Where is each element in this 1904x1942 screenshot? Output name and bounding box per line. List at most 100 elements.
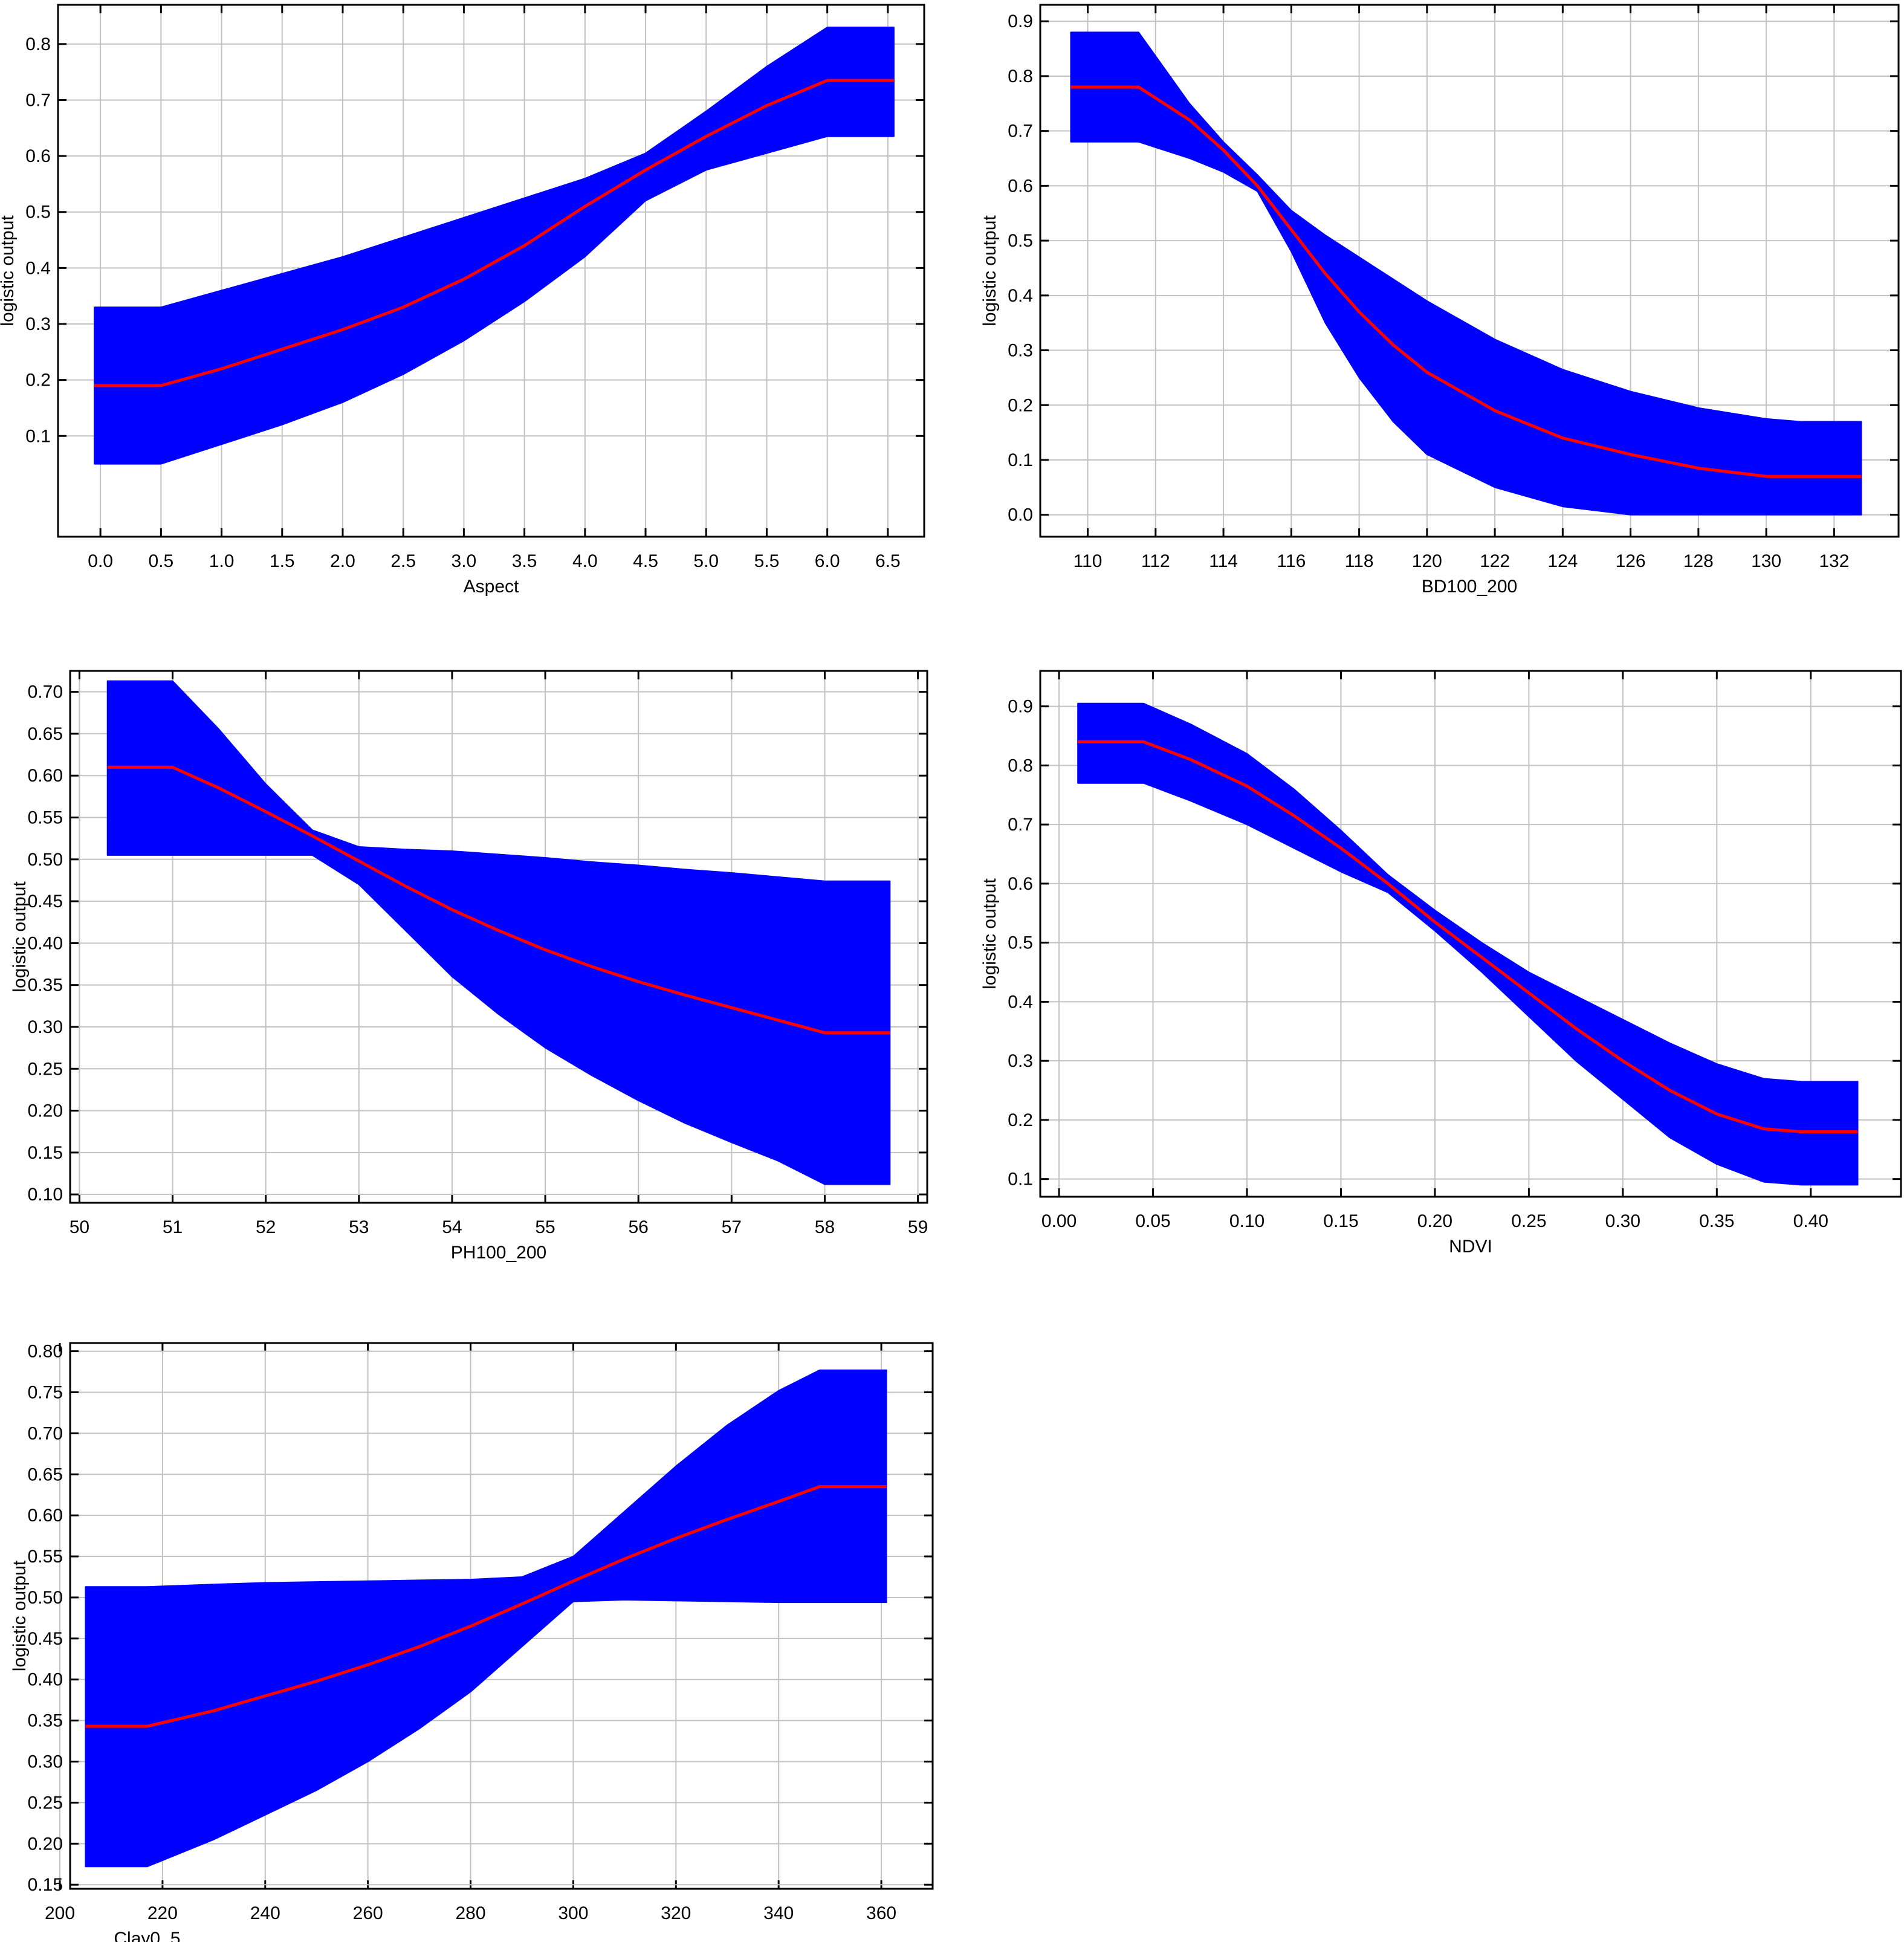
x-axis-label: BD100_200: [1422, 577, 1517, 597]
y-tick-label: 0.65: [28, 724, 63, 744]
plot-frame: [69, 1342, 934, 1890]
y-tick-label: 0.9: [1008, 697, 1033, 717]
response-curve: [1070, 85, 1862, 478]
x-tick-label: 3.0: [452, 551, 477, 571]
x-tick-label: 280: [456, 1903, 486, 1923]
y-tick-label: 0.30: [28, 1017, 63, 1037]
y-tick-label: 0.40: [28, 933, 63, 953]
y-tick-label: 0.2: [25, 371, 51, 390]
x-tick-label: 0.05: [1135, 1211, 1170, 1231]
y-tick-label: 0.7: [1008, 121, 1033, 141]
y-tick-label: 0.9: [1008, 11, 1033, 31]
x-axis-label: Aspect: [464, 577, 519, 597]
x-tick-label: 50: [70, 1217, 89, 1237]
y-tick-label: 0.25: [28, 1793, 63, 1813]
x-tick-label: 112: [1141, 551, 1170, 571]
x-tick-label: 55: [535, 1217, 555, 1237]
y-tick-label: 0.1: [1008, 450, 1033, 470]
y-tick-label: 0.35: [28, 1711, 63, 1731]
response-curve: [107, 765, 890, 1035]
y-tick-label: 0.60: [28, 1506, 63, 1526]
x-axis-label: PH100_200: [451, 1243, 546, 1263]
y-tick-label: 0.55: [28, 808, 63, 828]
x-tick-label: 120: [1412, 551, 1442, 571]
x-tick-label: 0.00: [1041, 1211, 1077, 1231]
y-tick-label: 0.20: [28, 1101, 63, 1121]
y-tick-label: 0.2: [1008, 395, 1033, 415]
y-tick-label: 0.3: [25, 314, 51, 334]
x-tick-label: 53: [349, 1217, 369, 1237]
y-tick-label: 0.4: [1008, 286, 1033, 306]
x-tick-label: 0.40: [1793, 1211, 1828, 1231]
confidence-band: [1077, 702, 1859, 1186]
x-tick-label: 51: [163, 1217, 183, 1237]
chart-panel-5: 200 220 240 260 280 300 320 340 360 0.15 0.20 0.25 0…: [10, 1342, 934, 1942]
x-tick-label: 0.20: [1417, 1211, 1452, 1231]
y-tick-label: 0.55: [28, 1547, 63, 1567]
x-tick-label: 56: [629, 1217, 649, 1237]
chart-panel-1: 0.0 0.5 1.0 1.5 2.0 2.5 3.0 3.5 4.0 4.5 5.0 5.5 6.0 6…: [0, 4, 925, 597]
x-tick-label: 320: [661, 1903, 691, 1923]
x-tick-label: 2.5: [390, 551, 416, 571]
response-curve: [94, 79, 894, 387]
y-tick-label: 0.15: [28, 1875, 63, 1895]
x-tick-label: 114: [1209, 551, 1238, 571]
x-tick-label: 132: [1819, 551, 1849, 571]
y-tick-label: 0.7: [1008, 815, 1033, 835]
y-tick-label: 0.8: [1008, 66, 1033, 86]
y-tick-label: 0.6: [25, 146, 51, 166]
y-tick-label: 0.1: [1008, 1170, 1033, 1189]
chart-panel-4: 0.00 0.05 0.10 0.15 0.20 0.25 0.30 0.35 0.40 0.1 0…: [980, 670, 1902, 1257]
x-tick-label: 0.5: [148, 551, 173, 571]
y-tick-label: 0.50: [28, 1588, 63, 1608]
response-curve: [1078, 740, 1858, 1133]
y-tick-label: 0.15: [28, 1143, 63, 1163]
x-tick-label: 2.0: [330, 551, 355, 571]
y-tick-label: 0.70: [28, 682, 63, 702]
x-tick-label: 6.5: [875, 551, 901, 571]
x-tick-label: 360: [866, 1903, 896, 1923]
y-tick-label: 0.4: [25, 258, 51, 278]
x-tick-label: 260: [353, 1903, 383, 1923]
chart-panel-3: 50 51 52 53 54 55 56 57 58 59 0.10 0.15 0.20 0.25 0.30…: [10, 670, 928, 1263]
x-axis-label: Clay0_5: [114, 1929, 180, 1942]
y-tick-label: 0.75: [28, 1382, 63, 1402]
plot-frame: [1039, 670, 1902, 1198]
plot-frame: [69, 670, 928, 1204]
x-tick-label: 0.35: [1699, 1211, 1734, 1231]
y-tick-label: 0.40: [28, 1670, 63, 1690]
x-tick-label: 220: [147, 1903, 178, 1923]
chart-panel-2: 110 112 114 116 118 120 122 124 126 128 130 132 0.0 0…: [980, 4, 1900, 597]
y-tick-label: 0.5: [1008, 231, 1033, 251]
x-tick-label: 300: [558, 1903, 588, 1923]
x-tick-label: 122: [1480, 551, 1510, 571]
y-tick-label: 0.2: [1008, 1110, 1033, 1130]
x-tick-label: 6.0: [815, 551, 840, 571]
y-tick-label: 0.3: [1008, 341, 1033, 361]
x-tick-label: 0.15: [1323, 1211, 1358, 1231]
x-tick-label: 0.10: [1229, 1211, 1264, 1231]
x-tick-label: 58: [815, 1217, 835, 1237]
y-tick-label: 0.25: [28, 1059, 63, 1079]
plot-frame: [57, 4, 925, 538]
y-tick-label: 0.8: [25, 34, 51, 54]
y-axis-label: logistic output: [10, 1560, 30, 1671]
x-tick-label: 128: [1683, 551, 1714, 571]
x-tick-label: 0.0: [88, 551, 113, 571]
confidence-band: [94, 27, 895, 465]
y-axis-label: logistic output: [980, 215, 1000, 326]
x-tick-label: 3.5: [512, 551, 537, 571]
y-tick-label: 0.8: [1008, 756, 1033, 775]
x-tick-label: 1.0: [209, 551, 235, 571]
x-tick-label: 52: [256, 1217, 276, 1237]
x-tick-label: 110: [1073, 551, 1103, 571]
y-tick-label: 0.1: [25, 426, 51, 446]
y-tick-label: 0.60: [28, 766, 63, 786]
x-tick-label: 126: [1616, 551, 1646, 571]
x-tick-label: 200: [45, 1903, 75, 1923]
y-tick-label: 0.0: [1008, 505, 1033, 525]
y-tick-label: 0.45: [28, 892, 63, 911]
x-tick-label: 4.0: [572, 551, 598, 571]
y-tick-label: 0.45: [28, 1629, 63, 1649]
